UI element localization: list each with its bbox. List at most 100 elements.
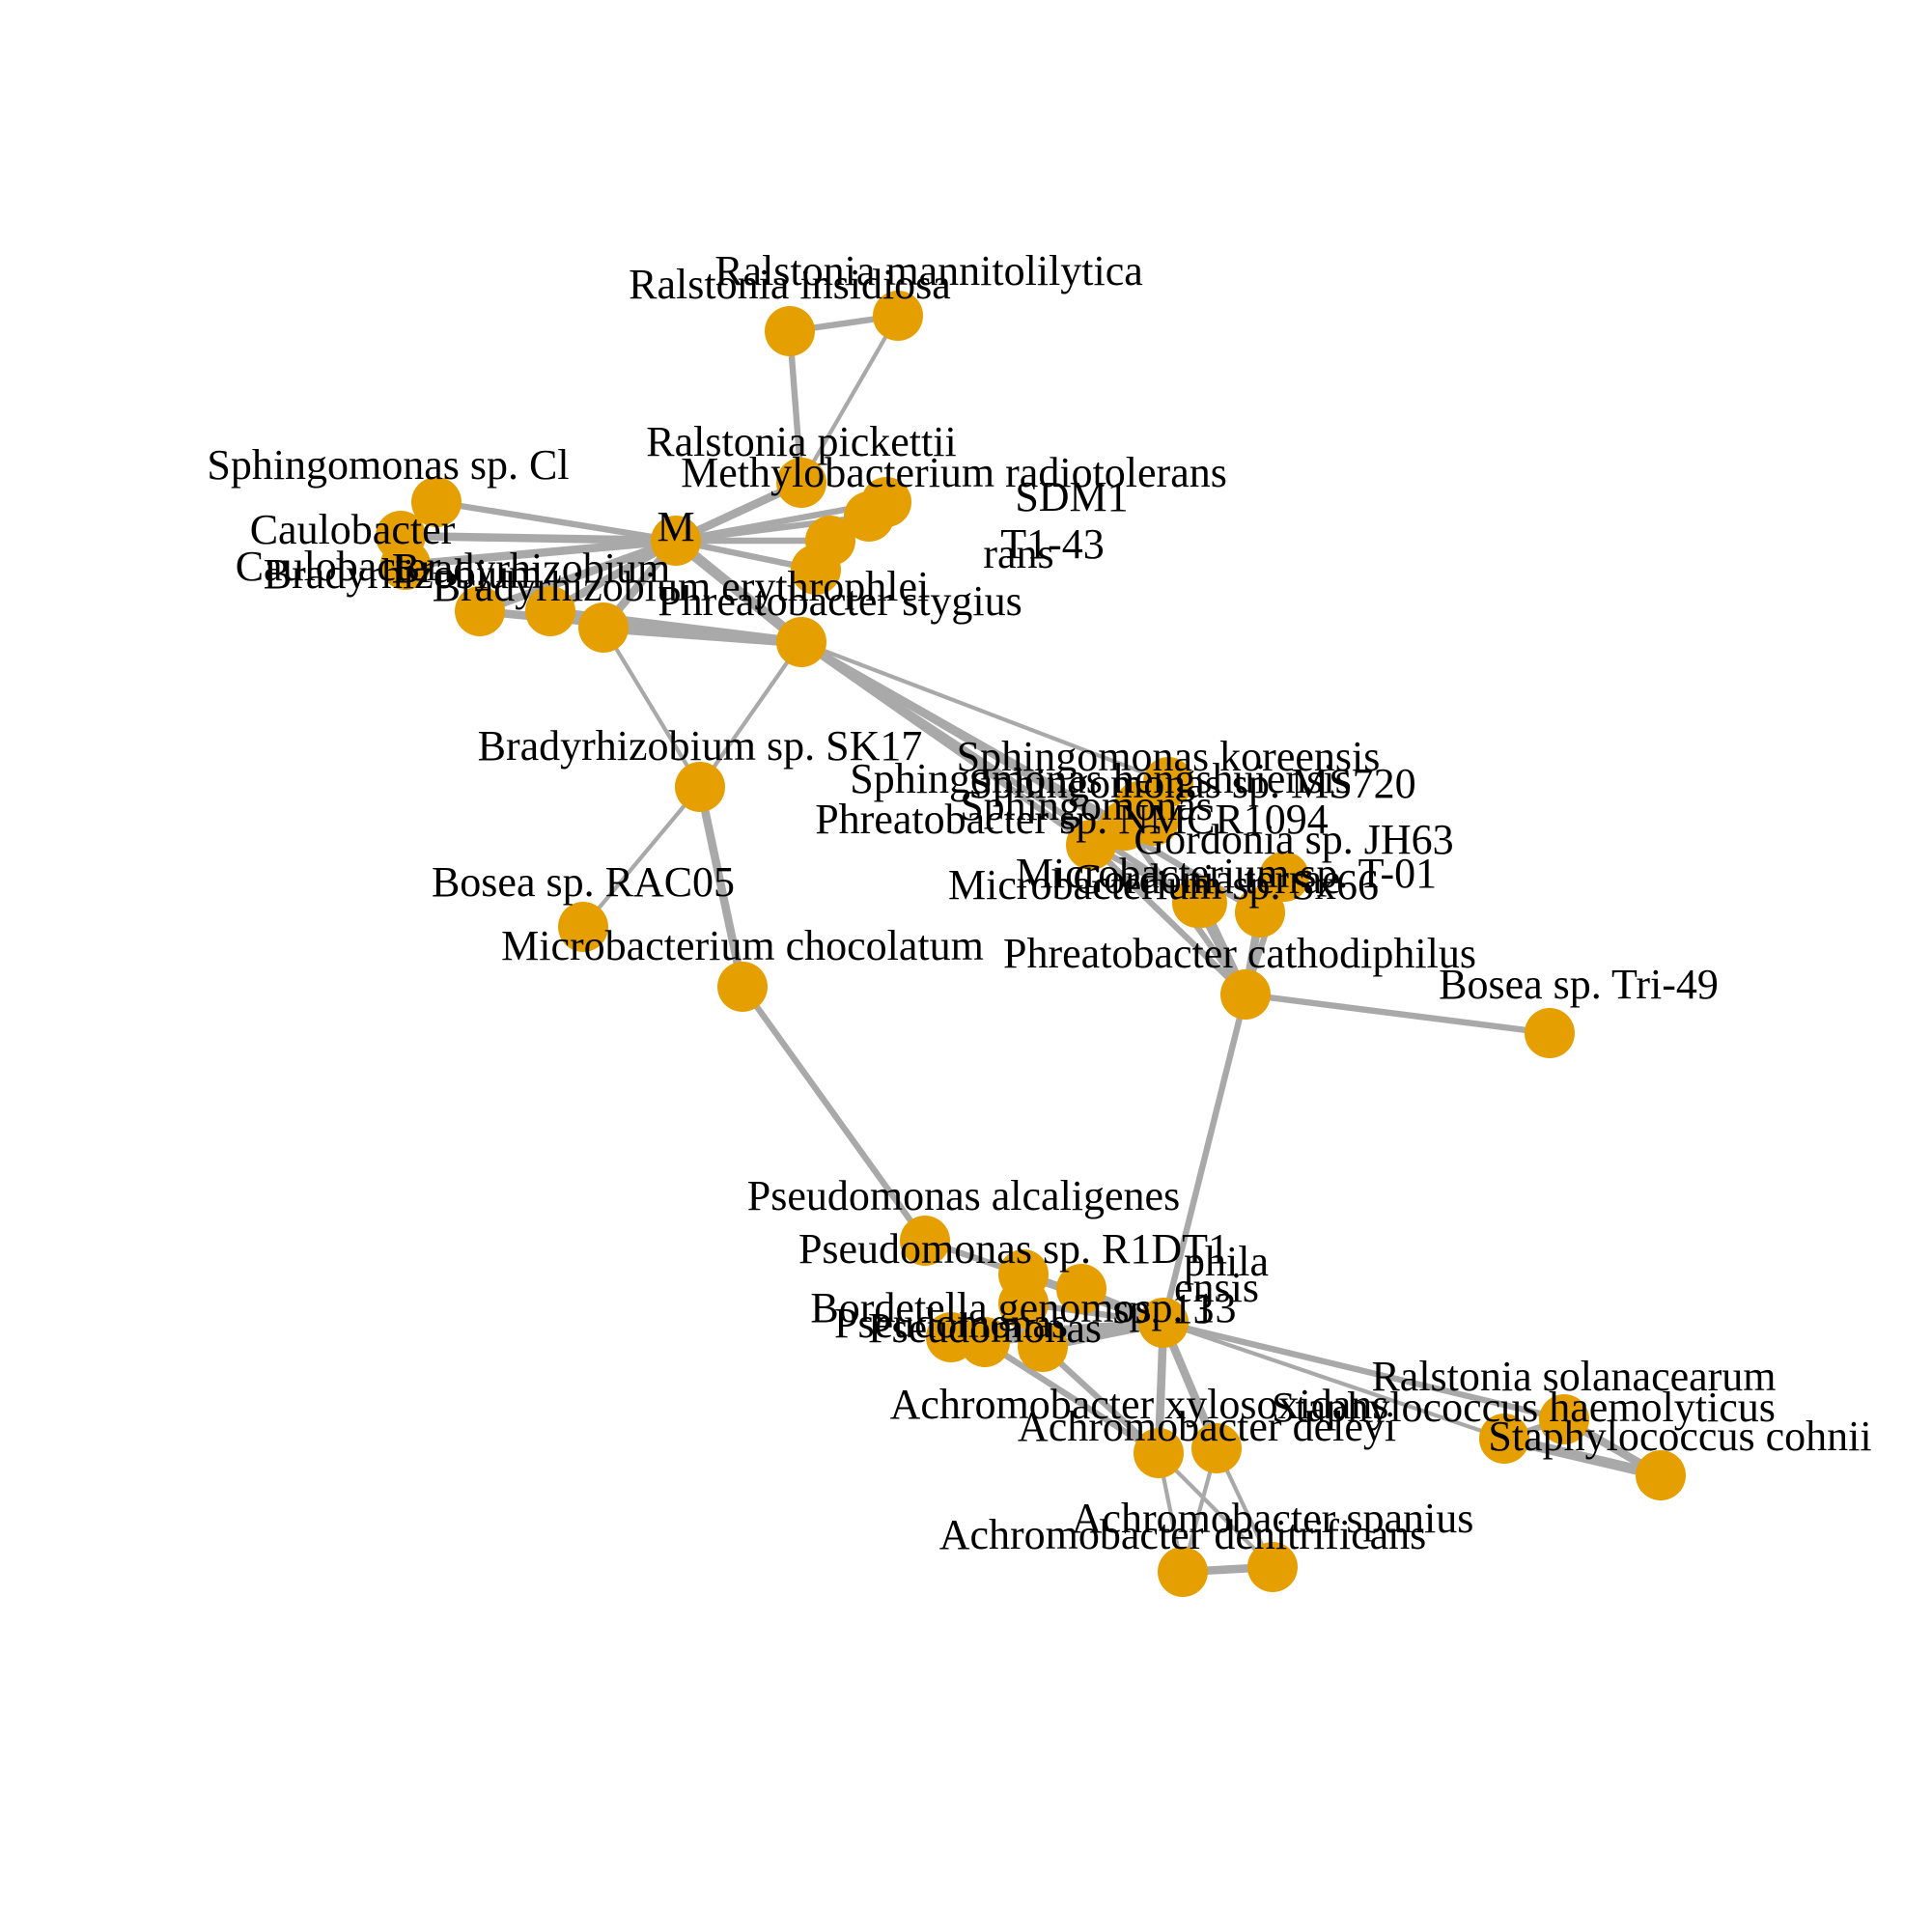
node-label-microbacterium-sx66: Microbacterium sp. Sx66 <box>948 861 1379 909</box>
node-label-cluster-mid: M <box>657 503 694 550</box>
node-cluster-ensis <box>998 1278 1049 1329</box>
node-label-bosea-rac05: Bosea sp. RAC05 <box>432 858 735 906</box>
node-label-phreatobacter-cathodiphilus: Phreatobacter cathodiphilus <box>1003 930 1476 977</box>
node-label-ralstonia-insidiosa: Ralstonia insidiosa <box>629 261 951 308</box>
node-bosea-tri-49 <box>1525 1008 1575 1058</box>
edge-phreatobacter-stygius-gordonia-terrae <box>798 638 1201 907</box>
node-label-bradyrhizobium-erythrophlei: Bradyrhizobium erythrophlei <box>433 563 929 610</box>
edge-caulobacter-a-cluster-mid <box>396 531 681 546</box>
edge-phreatobacter-stygius-sphingomonas-koreensis <box>798 639 1171 785</box>
node-label-bradyrhizobium-b: Bradyrhizobium <box>392 545 670 592</box>
node-microbacterium-t-01 <box>1235 887 1285 938</box>
node-achromobacter-spanius <box>1247 1542 1298 1592</box>
edge-staphylococcus-haemolyticus-staphylococcus-cohnii <box>1498 1433 1666 1481</box>
node-label-cluster-phila: phila <box>1184 1238 1269 1285</box>
node-label-microbacterium-t-01: Microbacterium sp. T-01 <box>1016 850 1437 897</box>
node-label-pseudomonas-alcaligenes: Pseudomonas alcaligenes <box>747 1172 1180 1219</box>
node-cluster-phila <box>1056 1264 1106 1314</box>
edge-phreatobacter-stygius-bradyrhizobium-sk17 <box>697 639 804 790</box>
node-phreatobacter-cathodiphilus <box>1220 969 1271 1020</box>
node-label-pseudomonas-b: Pseudomonas <box>868 1304 1102 1352</box>
node-gordonia-jh63 <box>1259 852 1309 902</box>
node-label-phreatobacter-nmcr1094: Phreatobacter sp. NMCR1094 <box>815 796 1329 843</box>
node-label-bradyrhizobium-a: Bradyrhizobium <box>264 550 542 598</box>
edge-achromobacter-xylosoxidans-achromobacter-spanius <box>1156 1450 1275 1570</box>
node-label-cluster-ensis: ensis <box>1174 1264 1259 1311</box>
node-label-achromobacter-spanius: Achromobacter spanius <box>1072 1495 1474 1542</box>
node-label-caulobacter-b: Caulobacter <box>236 543 441 590</box>
node-ralstonia-solanacearum <box>1539 1394 1589 1444</box>
node-label-sphingomonas-koreensis: Sphingomonas koreensis <box>957 733 1381 780</box>
edge-bradyrhizobium-a-cluster-mid <box>475 536 681 616</box>
node-bradyrhizobium-sk17 <box>675 762 725 812</box>
node-cluster-sdm1 <box>844 491 894 542</box>
node-label-cluster-sp13: sp. 13 <box>1112 1285 1214 1332</box>
node-ralstonia-mannitolilytica <box>873 291 923 341</box>
node-bradyrhizobium-b <box>525 586 575 636</box>
node-label-sphingomonas-hengshuiensis: Sphingomonas hengshuiensis <box>850 755 1351 802</box>
node-achromobacter-denitrificans <box>1158 1547 1208 1597</box>
node-layer <box>376 291 1686 1597</box>
node-cluster-rans <box>791 545 841 595</box>
node-staphylococcus-cohnii <box>1636 1450 1686 1500</box>
edge-phreatobacter-cathodiphilus-cluster-sp13 <box>1160 991 1249 1327</box>
node-phreatobacter-stygius <box>776 617 826 667</box>
node-sphingomonas-cl <box>411 477 462 527</box>
edge-cluster-sp13-ralstonia-solanacearum <box>1160 1319 1568 1423</box>
node-label-microbacterium-chocolatum: Microbacterium chocolatum <box>501 922 984 969</box>
node-bosea-rac05 <box>558 902 608 952</box>
node-microbacterium-sx66 <box>1177 878 1227 928</box>
node-label-gordonia-jh63: Gordonia sp. JH63 <box>1134 816 1453 863</box>
node-achromobacter-xylosoxidans <box>1134 1428 1184 1478</box>
edge-pseudomonas-b-achromobacter-xylosoxidans <box>981 1338 1162 1457</box>
node-label-sphingomonas-ms720: Sphingomonas sp. MS720 <box>968 760 1415 807</box>
edge-ralstonia-insidiosa-ralstonia-pickettii <box>786 327 805 487</box>
node-label-caulobacter-a: Caulobacter <box>250 506 456 553</box>
edge-cluster-mid-phreatobacter-stygius <box>670 535 807 648</box>
node-pseudomonas-b <box>960 1317 1010 1367</box>
node-label-staphylococcus-cohnii: Staphylococcus cohnii <box>1488 1413 1871 1460</box>
edge-phreatobacter-nmcr1094-phreatobacter-cathodiphilus <box>1087 841 1249 998</box>
edge-bradyrhizobium-sk17-microbacterium-chocolatum <box>695 782 747 992</box>
edge-sphingomonas-cl-cluster-mid <box>433 498 680 545</box>
node-label-phreatobacter-stygius: Phreatobacter stygius <box>658 577 1022 625</box>
node-staphylococcus-haemolyticus <box>1479 1414 1529 1464</box>
node-label-pseudomonas-a: Pseudomonas <box>834 1300 1068 1347</box>
node-label-methylobacterium-radiotolerans: Methylobacterium radiotolerans <box>681 449 1227 496</box>
node-cluster-sp13 <box>1138 1298 1189 1348</box>
node-label-sphingomonas-cl: Sphingomonas sp. Cl <box>207 441 569 489</box>
node-label-staphylococcus-haemolyticus: Staphylococcus haemolyticus <box>1272 1384 1776 1431</box>
edge-microbacterium-chocolatum-pseudomonas-alcaligenes <box>739 983 929 1245</box>
edge-caulobacter-b-cluster-mid <box>401 536 681 570</box>
node-ralstonia-pickettii <box>776 458 826 508</box>
node-label-cluster-t1-43: T1-43 <box>1000 520 1105 568</box>
edge-bradyrhizobium-erythrophlei-bradyrhizobium-sk17 <box>601 625 703 790</box>
node-label-pseudomonas-r1dt1: Pseudomonas sp. R1DT1 <box>798 1225 1229 1273</box>
node-label-ralstonia-pickettii: Ralstonia pickettii <box>646 418 956 465</box>
node-cluster-mid <box>651 516 701 566</box>
node-label-achromobacter-deleyi: Achromobacter deleyi <box>1018 1403 1396 1450</box>
node-caulobacter-b <box>380 540 431 590</box>
node-microbacterium-chocolatum <box>717 962 768 1012</box>
edge-phreatobacter-cathodiphilus-bosea-tri-49 <box>1242 991 1554 1037</box>
edge-cluster-sp13-staphylococcus-haemolyticus <box>1161 1320 1507 1442</box>
node-bordetella-genomosp <box>1018 1322 1068 1372</box>
edge-bordetella-genomosp-achromobacter-xylosoxidans <box>1039 1343 1162 1457</box>
edge-phreatobacter-stygius-microbacterium-t-01 <box>798 638 1264 916</box>
node-label-cluster-sdm1: SDM1 <box>1015 473 1128 520</box>
node-label-bradyrhizobium-sk17: Bradyrhizobium sp. SK17 <box>478 722 923 770</box>
node-label-cluster-rans: rans <box>983 530 1053 577</box>
node-pseudomonas-alcaligenes <box>900 1216 950 1266</box>
node-label-ralstonia-mannitolilytica: Ralstonia mannitolilytica <box>714 247 1143 294</box>
node-phreatobacter-nmcr1094 <box>1066 820 1116 870</box>
edge-ralstonia-mannitolilytica-ralstonia-pickettii <box>798 313 901 486</box>
node-label-bordetella-genomosp: Bordetella genomosp. 13 <box>810 1284 1236 1331</box>
node-ralstonia-insidiosa <box>765 306 815 356</box>
edge-bradyrhizobium-erythrophlei-phreatobacter-stygius <box>598 622 807 648</box>
node-label-bosea-tri-49: Bosea sp. Tri-49 <box>1439 961 1719 1008</box>
node-achromobacter-deleyi <box>1191 1423 1242 1473</box>
node-label-sphingomonas-m: Sphingomonas <box>960 782 1213 829</box>
node-label-gordonia-terrae: Gordonia terrae <box>1073 855 1340 903</box>
